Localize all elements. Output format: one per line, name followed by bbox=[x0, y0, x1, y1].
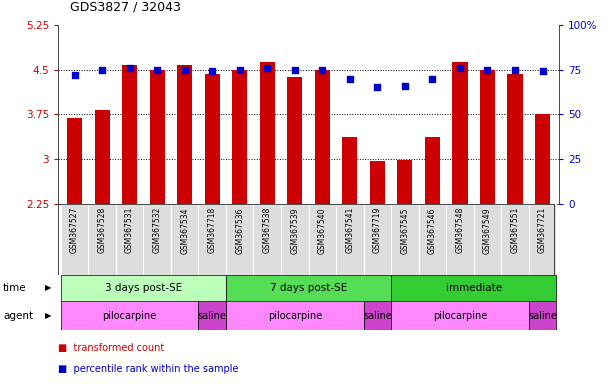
Bar bbox=[67, 118, 82, 204]
Bar bbox=[171, 204, 199, 275]
Bar bbox=[226, 204, 254, 275]
Bar bbox=[474, 204, 501, 275]
Text: GSM367538: GSM367538 bbox=[263, 207, 272, 253]
Bar bbox=[508, 74, 522, 204]
Bar bbox=[364, 301, 391, 330]
Text: GSM367527: GSM367527 bbox=[70, 207, 79, 253]
Point bbox=[455, 65, 465, 71]
Point bbox=[180, 66, 189, 73]
Point bbox=[373, 84, 382, 91]
Text: GSM367721: GSM367721 bbox=[538, 207, 547, 253]
Text: GSM367551: GSM367551 bbox=[511, 207, 519, 253]
Bar bbox=[150, 70, 165, 204]
Text: agent: agent bbox=[3, 311, 33, 321]
Bar bbox=[391, 204, 419, 275]
Text: ■  percentile rank within the sample: ■ percentile rank within the sample bbox=[58, 364, 238, 374]
Bar bbox=[391, 301, 529, 330]
Text: pilocarpine: pilocarpine bbox=[268, 311, 322, 321]
Bar bbox=[452, 62, 467, 204]
Bar bbox=[144, 204, 171, 275]
Bar bbox=[254, 204, 281, 275]
Bar bbox=[95, 110, 109, 204]
Bar bbox=[260, 62, 275, 204]
Point bbox=[262, 65, 272, 71]
Point bbox=[318, 66, 327, 73]
Bar bbox=[226, 275, 391, 301]
Text: GSM367541: GSM367541 bbox=[345, 207, 354, 253]
Bar bbox=[391, 275, 556, 301]
Bar bbox=[480, 70, 495, 204]
Text: time: time bbox=[3, 283, 27, 293]
Text: GSM367719: GSM367719 bbox=[373, 207, 382, 253]
Point bbox=[483, 66, 492, 73]
Bar bbox=[61, 275, 226, 301]
Text: 3 days post-SE: 3 days post-SE bbox=[104, 283, 182, 293]
Bar bbox=[287, 77, 302, 204]
Bar bbox=[336, 204, 364, 275]
Bar bbox=[370, 161, 385, 204]
Text: GSM367539: GSM367539 bbox=[290, 207, 299, 253]
Text: GSM367531: GSM367531 bbox=[125, 207, 134, 253]
Bar bbox=[535, 114, 550, 204]
Text: GSM367549: GSM367549 bbox=[483, 207, 492, 253]
Point bbox=[428, 76, 437, 82]
Text: pilocarpine: pilocarpine bbox=[103, 311, 157, 321]
Bar bbox=[61, 204, 89, 275]
Point bbox=[235, 66, 244, 73]
Bar bbox=[419, 204, 446, 275]
Text: GDS3827 / 32043: GDS3827 / 32043 bbox=[70, 0, 181, 13]
Text: GSM367545: GSM367545 bbox=[400, 207, 409, 253]
Text: GSM367528: GSM367528 bbox=[98, 207, 106, 253]
Text: GSM367532: GSM367532 bbox=[153, 207, 162, 253]
Point bbox=[125, 65, 134, 71]
Point bbox=[290, 66, 299, 73]
Text: GSM367534: GSM367534 bbox=[180, 207, 189, 253]
Bar bbox=[61, 301, 199, 330]
Bar bbox=[315, 70, 330, 204]
Bar bbox=[205, 74, 220, 204]
Bar bbox=[281, 204, 309, 275]
Bar bbox=[226, 301, 364, 330]
Text: GSM367540: GSM367540 bbox=[318, 207, 327, 253]
Bar bbox=[446, 204, 474, 275]
Bar bbox=[309, 204, 336, 275]
Bar bbox=[122, 65, 137, 204]
Text: ■  transformed count: ■ transformed count bbox=[58, 343, 164, 353]
Bar bbox=[425, 137, 440, 204]
Point bbox=[510, 66, 520, 73]
Bar bbox=[397, 160, 412, 204]
Point bbox=[97, 66, 107, 73]
Point bbox=[345, 76, 355, 82]
Point bbox=[538, 68, 547, 74]
Text: GSM367548: GSM367548 bbox=[455, 207, 464, 253]
Text: ▶: ▶ bbox=[45, 311, 52, 320]
Text: GSM367546: GSM367546 bbox=[428, 207, 437, 253]
Bar bbox=[177, 65, 192, 204]
Bar bbox=[232, 70, 247, 204]
Text: saline: saline bbox=[528, 311, 557, 321]
Text: GSM367536: GSM367536 bbox=[235, 207, 244, 253]
Point bbox=[70, 72, 79, 78]
Bar bbox=[116, 204, 144, 275]
Text: GSM367718: GSM367718 bbox=[208, 207, 217, 253]
Bar bbox=[364, 204, 391, 275]
Bar bbox=[89, 204, 116, 275]
Text: saline: saline bbox=[198, 311, 227, 321]
Bar bbox=[342, 137, 357, 204]
Text: saline: saline bbox=[363, 311, 392, 321]
Bar bbox=[529, 204, 556, 275]
Text: ▶: ▶ bbox=[45, 283, 52, 293]
Text: 7 days post-SE: 7 days post-SE bbox=[270, 283, 347, 293]
Bar bbox=[529, 301, 556, 330]
Point bbox=[207, 68, 217, 74]
Bar bbox=[501, 204, 529, 275]
Point bbox=[400, 83, 410, 89]
Bar bbox=[199, 204, 226, 275]
Point bbox=[152, 66, 162, 73]
Text: immediate: immediate bbox=[445, 283, 502, 293]
Bar bbox=[199, 301, 226, 330]
Text: pilocarpine: pilocarpine bbox=[433, 311, 487, 321]
